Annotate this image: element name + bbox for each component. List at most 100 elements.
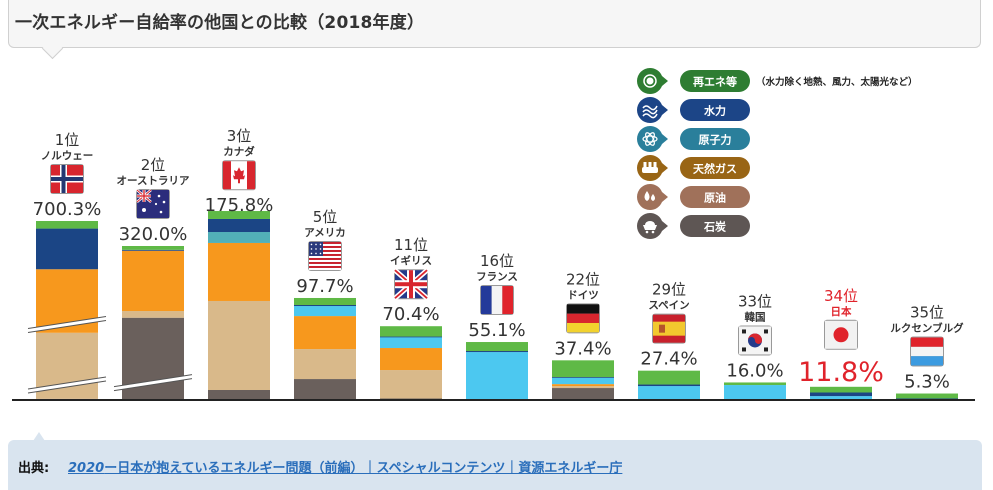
bar-segment-gas bbox=[380, 348, 442, 371]
country-name: カナダ bbox=[223, 145, 255, 158]
bar-segment-oil bbox=[552, 386, 614, 389]
rank-label: 1位 bbox=[55, 131, 80, 149]
value-label: 175.8% bbox=[205, 195, 274, 216]
legend-item-gas: 天然ガス bbox=[637, 155, 750, 181]
rank-label: 3位 bbox=[227, 127, 252, 145]
chart-title-box: 一次エネルギー自給率の他国との比較（2018年度） bbox=[8, 0, 981, 48]
legend-pill bbox=[680, 128, 750, 150]
value-label: 16.0% bbox=[726, 360, 783, 381]
axis-break-mark bbox=[27, 315, 107, 333]
bar-segment-coal bbox=[208, 390, 270, 399]
bar-segment-renewable bbox=[638, 370, 700, 385]
flag-uk-icon bbox=[393, 268, 429, 301]
bar-segment-hydro bbox=[810, 392, 872, 397]
value-label: 11.8% bbox=[798, 357, 884, 388]
bar-group-france bbox=[466, 342, 528, 399]
bar-segment-hydro bbox=[294, 305, 356, 307]
legend-item-oil: 原油 bbox=[637, 184, 750, 210]
bar-group-norway bbox=[27, 221, 107, 400]
rank-label: 33位 bbox=[738, 292, 772, 310]
legend-label: 原油 bbox=[704, 191, 726, 205]
rank-label: 22位 bbox=[566, 270, 600, 288]
axis-break-mark bbox=[27, 376, 107, 394]
source-link-text[interactable]: ー日本が抱えているエネルギー問題（前編）｜スペシャルコンテンツ｜資源エネルギー庁 bbox=[104, 461, 623, 476]
legend-label: 石炭 bbox=[703, 220, 726, 234]
legend-pill bbox=[680, 99, 750, 121]
bar-segment-gas bbox=[294, 316, 356, 350]
flag-australia-icon bbox=[136, 189, 170, 219]
flag-germany-icon bbox=[566, 303, 600, 334]
rank-label: 11位 bbox=[394, 236, 428, 254]
bar-segment-nuclear bbox=[208, 232, 270, 243]
value-label: 55.1% bbox=[468, 320, 525, 341]
bar-group-usa bbox=[294, 297, 356, 399]
bar-segment-renewable bbox=[36, 221, 98, 229]
bar-segment-nuclear bbox=[380, 337, 442, 349]
flag-japan-icon bbox=[824, 319, 858, 350]
legend-label: 再エネ等 bbox=[693, 75, 737, 89]
bar-segment-hydro bbox=[122, 249, 184, 251]
water-wave-icon bbox=[637, 97, 668, 123]
oil-drop-icon bbox=[637, 184, 668, 210]
sun-icon bbox=[637, 68, 668, 94]
bar-segment-hydro bbox=[380, 336, 442, 338]
bar-group-germany bbox=[552, 360, 614, 399]
bar-segment-coal bbox=[294, 379, 356, 399]
legend-label: 天然ガス bbox=[693, 162, 737, 176]
rank-label: 35位 bbox=[910, 304, 944, 322]
bar-segment-hydro bbox=[36, 228, 98, 270]
bar-segment-hydro bbox=[208, 218, 270, 233]
bar-group-spain bbox=[638, 370, 700, 399]
flag-usa-icon bbox=[308, 240, 342, 271]
legend-note: （水力除く地熱、風力、太陽光など） bbox=[756, 76, 918, 88]
flag-canada-icon bbox=[222, 160, 256, 191]
bar-segment-hydro bbox=[638, 384, 700, 387]
rank-label: 34位 bbox=[824, 287, 858, 305]
flag-luxembourg-icon bbox=[910, 336, 944, 367]
bar-segment-nuclear bbox=[552, 377, 614, 385]
flag-korea-icon bbox=[738, 325, 772, 356]
bar-segment-nuclear bbox=[810, 396, 872, 399]
rank-label: 2位 bbox=[141, 156, 166, 174]
atom-icon bbox=[637, 126, 668, 152]
bar-segment-coal bbox=[552, 388, 614, 399]
rank-label: 16位 bbox=[480, 252, 514, 270]
bar-segment-renewable bbox=[896, 393, 958, 399]
legend-pill bbox=[680, 215, 750, 237]
flag-spain-icon bbox=[652, 313, 686, 344]
coal-cart-icon bbox=[637, 213, 668, 239]
bar-segment-renewable bbox=[552, 360, 614, 378]
bar-segment-renewable bbox=[208, 211, 270, 219]
legend-pill bbox=[680, 70, 750, 92]
bar-segment-renewable bbox=[380, 326, 442, 337]
flag-france-icon bbox=[480, 285, 514, 316]
country-name: ノルウェー bbox=[41, 150, 94, 162]
source-box: 出典: 2020ー日本が抱えているエネルギー問題（前編）｜スペシャルコンテンツ｜… bbox=[8, 432, 982, 490]
value-label: 320.0% bbox=[119, 224, 188, 245]
source-link[interactable]: 2020ー日本が抱えているエネルギー問題（前編）｜スペシャルコンテンツ｜資源エネ… bbox=[68, 457, 622, 476]
flag-norway-icon bbox=[50, 164, 84, 194]
axis-break-mark bbox=[113, 374, 193, 392]
bar-group-luxembourg bbox=[896, 393, 958, 400]
country-name: 日本 bbox=[831, 305, 852, 318]
legend-item-hydro: 水力 bbox=[637, 97, 750, 123]
bar-segment-renewable bbox=[810, 386, 872, 393]
legend-item-renewable: 再エネ等 bbox=[637, 68, 750, 94]
legend-item-nuclear: 原子力 bbox=[637, 126, 750, 152]
bar-segment-nuclear bbox=[294, 306, 356, 317]
value-label: 37.4% bbox=[554, 338, 611, 359]
legend-label: 水力 bbox=[704, 104, 726, 118]
bar-segment-renewable bbox=[294, 297, 356, 306]
source-link-year[interactable]: 2020 bbox=[68, 461, 105, 476]
bar-segment-renewable bbox=[122, 246, 184, 250]
bar-group-australia bbox=[113, 246, 193, 399]
rank-label: 29位 bbox=[652, 281, 686, 299]
bar-segment-renewable bbox=[724, 382, 786, 386]
gas-tank-icon bbox=[637, 155, 668, 181]
value-label: 5.3% bbox=[904, 372, 950, 393]
country-name: オーストラリア bbox=[117, 175, 190, 187]
bars-layer bbox=[27, 211, 958, 400]
